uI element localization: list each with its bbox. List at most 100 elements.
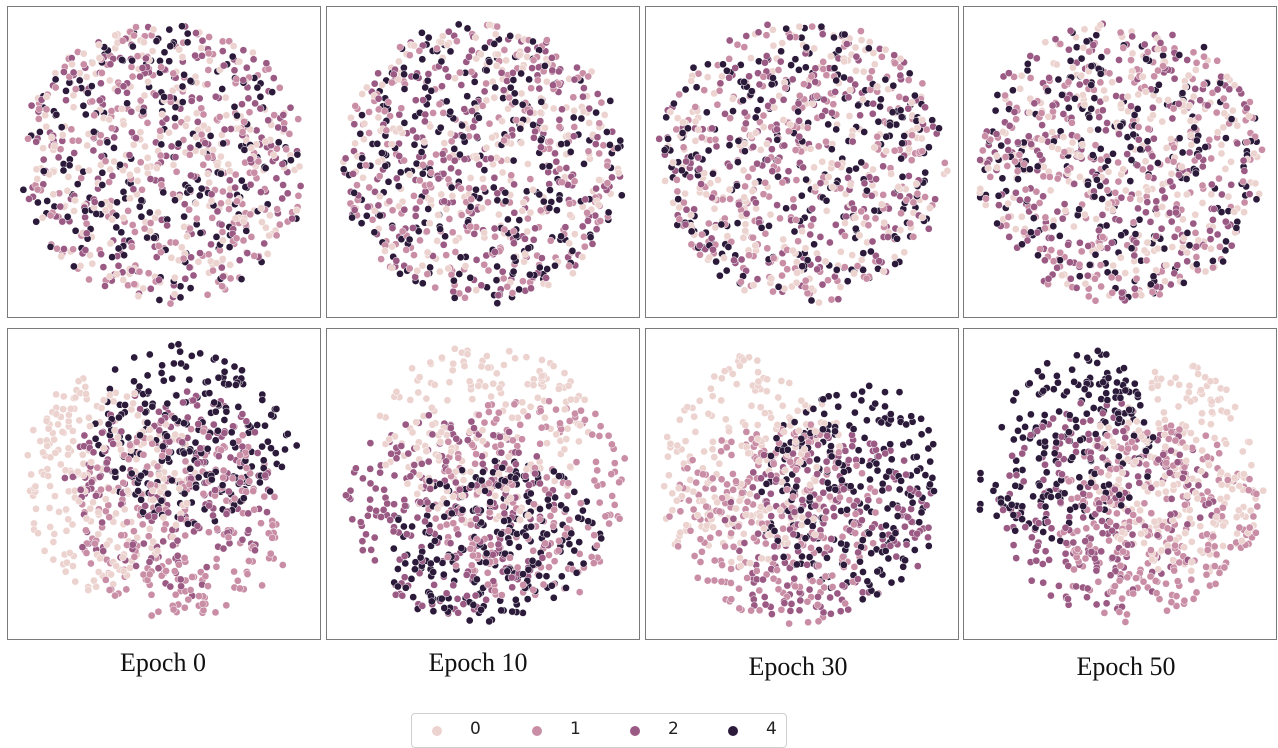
scatter-point-class-1 bbox=[82, 549, 91, 557]
scatter-point-class-4 bbox=[753, 106, 762, 115]
scatter-point-class-2 bbox=[1225, 85, 1234, 94]
scatter-point-class-0 bbox=[69, 437, 78, 445]
scatter-point-class-2 bbox=[528, 64, 536, 72]
scatter-point-class-0 bbox=[145, 425, 154, 434]
scatter-point-class-1 bbox=[940, 159, 949, 167]
scatter-point-class-0 bbox=[544, 281, 553, 289]
scatter-point-class-1 bbox=[171, 238, 180, 247]
scatter-point-class-4 bbox=[881, 75, 890, 84]
scatter-point-class-4 bbox=[1192, 169, 1200, 178]
scatter-point-class-1 bbox=[225, 205, 233, 213]
scatter-point-class-0 bbox=[108, 215, 117, 224]
scatter-point-class-0 bbox=[438, 32, 447, 41]
scatter-point-class-1 bbox=[584, 72, 593, 81]
scatter-point-class-1 bbox=[795, 91, 804, 100]
scatter-point-class-1 bbox=[784, 127, 793, 136]
scatter-point-class-0 bbox=[845, 112, 854, 120]
scatter-point-class-4 bbox=[446, 107, 455, 116]
scatter-point-class-4 bbox=[283, 430, 292, 438]
scatter-point-class-2 bbox=[440, 197, 449, 206]
scatter-point-class-2 bbox=[904, 104, 913, 113]
scatter-point-class-1 bbox=[432, 150, 440, 159]
scatter-point-class-0 bbox=[747, 54, 755, 62]
scatter-point-class-4 bbox=[832, 76, 841, 85]
scatter-point-class-1 bbox=[1064, 78, 1073, 86]
scatter-point-class-4 bbox=[455, 270, 464, 278]
scatter-point-class-2 bbox=[588, 240, 597, 248]
scatter-point-class-1 bbox=[431, 283, 440, 292]
scatter-point-class-1 bbox=[192, 214, 201, 223]
scatter-point-class-2 bbox=[795, 132, 804, 141]
scatter-point-class-4 bbox=[118, 56, 126, 64]
scatter-point-class-0 bbox=[1046, 186, 1055, 195]
scatter-point-class-4 bbox=[810, 240, 818, 249]
scatter-point-class-0 bbox=[85, 413, 93, 422]
scatter-point-class-2 bbox=[1010, 108, 1019, 116]
scatter-point-class-2 bbox=[510, 239, 518, 248]
scatter-point-class-1 bbox=[365, 108, 373, 116]
scatter-point-class-4 bbox=[1085, 261, 1094, 269]
scatter-point-class-2 bbox=[132, 562, 140, 570]
scatter-point-class-4 bbox=[259, 464, 268, 472]
scatter-point-class-4 bbox=[1096, 145, 1105, 153]
scatter-point-class-1 bbox=[1199, 80, 1208, 89]
scatter-point-class-0 bbox=[1173, 190, 1182, 199]
scatter-point-class-2 bbox=[128, 128, 136, 137]
scatter-point-class-1 bbox=[128, 221, 137, 229]
scatter-point-class-4 bbox=[935, 124, 943, 133]
scatter-point-class-2 bbox=[99, 547, 108, 555]
scatter-point-class-0 bbox=[870, 143, 879, 152]
scatter-point-class-1 bbox=[410, 192, 418, 200]
scatter-point-class-0 bbox=[741, 139, 749, 148]
scatter-point-class-1 bbox=[180, 603, 189, 612]
scatter-point-class-1 bbox=[172, 167, 181, 176]
scatter-point-class-0 bbox=[64, 450, 72, 459]
scatter-point-class-4 bbox=[397, 235, 406, 244]
scatter-point-class-4 bbox=[437, 57, 446, 66]
scatter-point-class-1 bbox=[800, 80, 808, 88]
scatter-point-class-2 bbox=[222, 510, 231, 518]
scatter-point-class-0 bbox=[203, 170, 212, 178]
scatter-point-class-0 bbox=[75, 497, 83, 506]
scatter-point-class-0 bbox=[119, 120, 128, 129]
scatter-point-class-1 bbox=[792, 176, 801, 184]
scatter-point-class-4 bbox=[1066, 57, 1075, 65]
scatter-point-class-2 bbox=[1117, 193, 1126, 202]
scatter-point-class-4 bbox=[405, 235, 414, 244]
scatter-point-class-2 bbox=[834, 295, 843, 304]
scatter-point-class-4 bbox=[442, 499, 451, 508]
scatter-point-class-4 bbox=[1054, 75, 1063, 84]
scatter-point-class-1 bbox=[1148, 288, 1157, 296]
scatter-point-class-4 bbox=[144, 387, 153, 396]
scatter-point-class-0 bbox=[71, 577, 80, 586]
scatter-point-class-4 bbox=[148, 402, 157, 411]
scatter-point-class-4 bbox=[709, 169, 717, 178]
scatter-point-class-0 bbox=[76, 262, 85, 270]
scatter-point-class-1 bbox=[213, 524, 221, 533]
scatter-point-class-4 bbox=[1126, 143, 1135, 151]
scatter-point-class-0 bbox=[113, 543, 122, 552]
scatter-point-class-1 bbox=[794, 237, 802, 246]
scatter-point-class-2 bbox=[224, 487, 233, 496]
scatter-point-class-0 bbox=[461, 262, 470, 270]
scatter-point-class-2 bbox=[146, 175, 155, 183]
scatter-point-class-2 bbox=[1175, 170, 1183, 179]
scatter-point-class-4 bbox=[702, 108, 711, 117]
scatter-point-class-4 bbox=[401, 583, 410, 592]
scatter-point-class-4 bbox=[557, 140, 566, 148]
scatter-point-class-2 bbox=[872, 175, 880, 183]
scatter-point-class-2 bbox=[286, 103, 295, 112]
scatter-point-class-0 bbox=[44, 424, 53, 433]
scatter-point-class-1 bbox=[508, 289, 517, 297]
scatter-point-class-4 bbox=[409, 593, 418, 601]
scatter-point-class-4 bbox=[225, 243, 234, 251]
scatter-point-class-4 bbox=[678, 129, 687, 137]
scatter-point-class-4 bbox=[212, 233, 221, 241]
scatter-point-class-4 bbox=[137, 212, 146, 221]
scatter-point-class-0 bbox=[943, 167, 952, 175]
scatter-point-class-0 bbox=[448, 366, 457, 375]
scatter-point-class-0 bbox=[490, 93, 499, 102]
scatter-point-class-1 bbox=[204, 153, 212, 162]
scatter-point-class-2 bbox=[211, 92, 220, 101]
scatter-point-class-4 bbox=[1075, 272, 1084, 281]
